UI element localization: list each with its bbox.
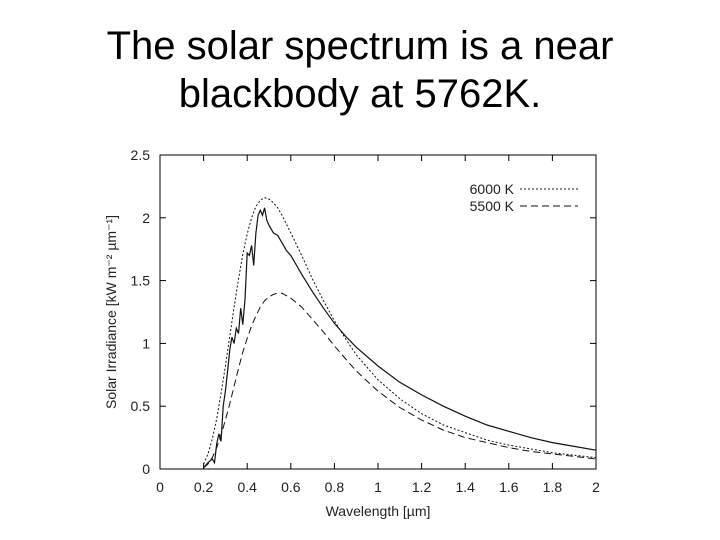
plot-frame xyxy=(159,154,597,470)
y-tick-label: 1.5 xyxy=(131,273,151,289)
x-tick-label: 0.8 xyxy=(325,479,345,495)
slide-title: The solar spectrum is a near blackbody a… xyxy=(0,22,720,118)
y-axis-ticks: 0 0.5 1 1.5 2 2.5 xyxy=(131,147,596,477)
y-tick-label: 0 xyxy=(142,461,150,477)
x-tick-label: 0 xyxy=(156,479,164,495)
series-line-5500-k xyxy=(203,292,597,469)
x-tick-label: 0.6 xyxy=(281,479,301,495)
x-tick-label: 0.4 xyxy=(237,479,257,495)
x-tick-label: 1.8 xyxy=(543,479,563,495)
y-tick-label: 2 xyxy=(142,210,150,226)
series-layer xyxy=(203,197,597,469)
y-axis-label: Solar Irradiance [kW m⁻² µm⁻¹] xyxy=(103,215,119,409)
x-axis-ticks: 0 0.2 0.4 0.6 0.8 1 1.2 1.4 1.6 1.8 2 xyxy=(156,155,600,495)
series-line-solar-spectrum xyxy=(203,207,597,469)
legend-label: 5500 K xyxy=(470,198,515,214)
slide-title-line-2: blackbody at 5762K. xyxy=(178,72,542,116)
y-tick-label: 0.5 xyxy=(131,398,151,414)
x-tick-label: 1 xyxy=(374,479,382,495)
x-tick-label: 1.4 xyxy=(455,479,475,495)
legend-label: 6000 K xyxy=(470,181,515,197)
x-axis-label: Wavelength [µm] xyxy=(326,503,431,519)
x-tick-label: 0.2 xyxy=(194,479,214,495)
y-tick-label: 2.5 xyxy=(131,147,151,163)
series-line-6000-k xyxy=(203,197,597,465)
x-tick-label: 1.2 xyxy=(412,479,432,495)
x-tick-label: 2 xyxy=(592,479,600,495)
y-tick-label: 1 xyxy=(142,335,150,351)
slide-title-line-1: The solar spectrum is a near xyxy=(106,24,614,68)
x-tick-label: 1.6 xyxy=(499,479,519,495)
